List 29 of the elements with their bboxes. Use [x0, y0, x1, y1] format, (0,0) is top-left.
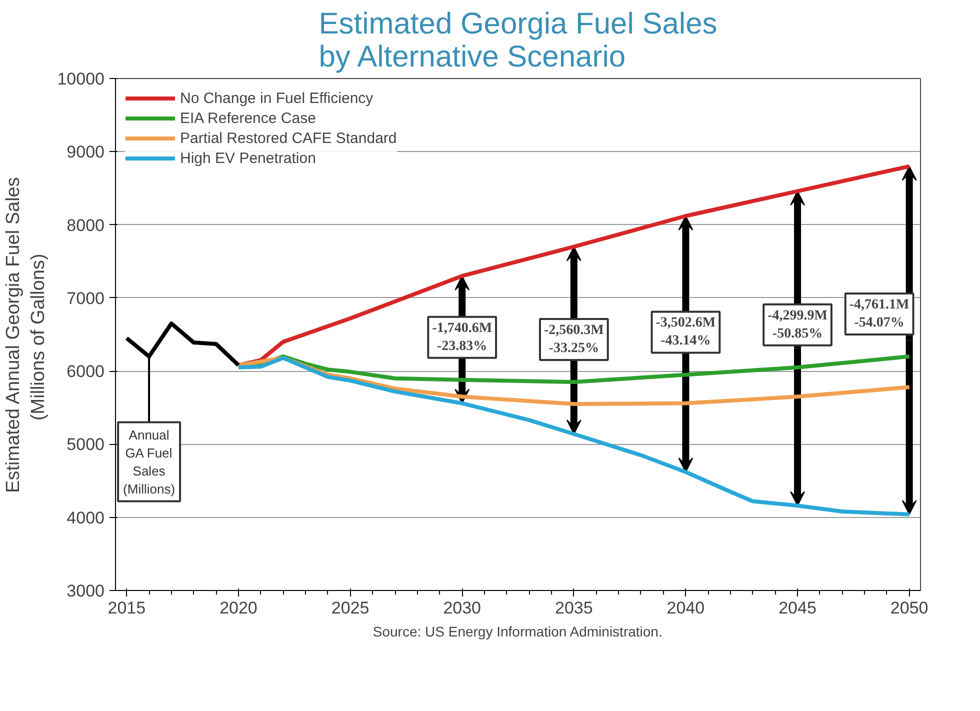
- source-note: Source: US Energy Information Administration.: [372, 624, 662, 640]
- legend-label: Partial Restored CAFE Standard: [180, 130, 397, 146]
- annotation: -1,740.6M -23.83%: [432, 320, 492, 354]
- legend-label: EIA Reference Case: [180, 110, 316, 126]
- x-tick-label: 2025: [331, 598, 370, 618]
- x-tick-label: 2050: [890, 598, 928, 618]
- y-tick-label: 5000: [66, 435, 105, 454]
- y-tick-label: 4000: [66, 508, 105, 528]
- annotation: -2,560.3M -33.25%: [544, 323, 604, 356]
- y-tick-label: 6000: [66, 362, 105, 382]
- y-tick-label: 8000: [66, 216, 105, 235]
- y-tick-label: 7000: [66, 288, 105, 308]
- annotation: Annual GA Fuel Sales (Millions): [123, 427, 176, 496]
- legend-label: High EV Penetration: [180, 150, 316, 166]
- x-tick-label: 2030: [443, 598, 482, 618]
- y-tick-label: 10000: [57, 70, 105, 88]
- x-tick-label: 2045: [778, 598, 816, 618]
- chart-title: Estimated Georgia Fuel Sales by Alternative Scenario: [318, 8, 718, 74]
- y-axis-title: Estimated Annual Georgia Fuel Sales (Millions of Gallons): [3, 177, 50, 493]
- annotation: -4,761.1M -54.07%: [849, 297, 910, 330]
- annotation: -3,502.6M -43.14%: [656, 316, 716, 349]
- annotation: -4,299.9M -50.85%: [768, 308, 828, 342]
- x-tick-label: 2035: [554, 598, 593, 618]
- x-tick-label: 2040: [666, 598, 705, 618]
- y-tick-label: 3000: [66, 582, 105, 600]
- x-tick-label: 2020: [220, 598, 258, 618]
- y-tick-label: 9000: [66, 142, 105, 162]
- x-tick-label: 2015: [108, 598, 146, 618]
- legend-label: No Change in Fuel Efficiency: [180, 90, 374, 106]
